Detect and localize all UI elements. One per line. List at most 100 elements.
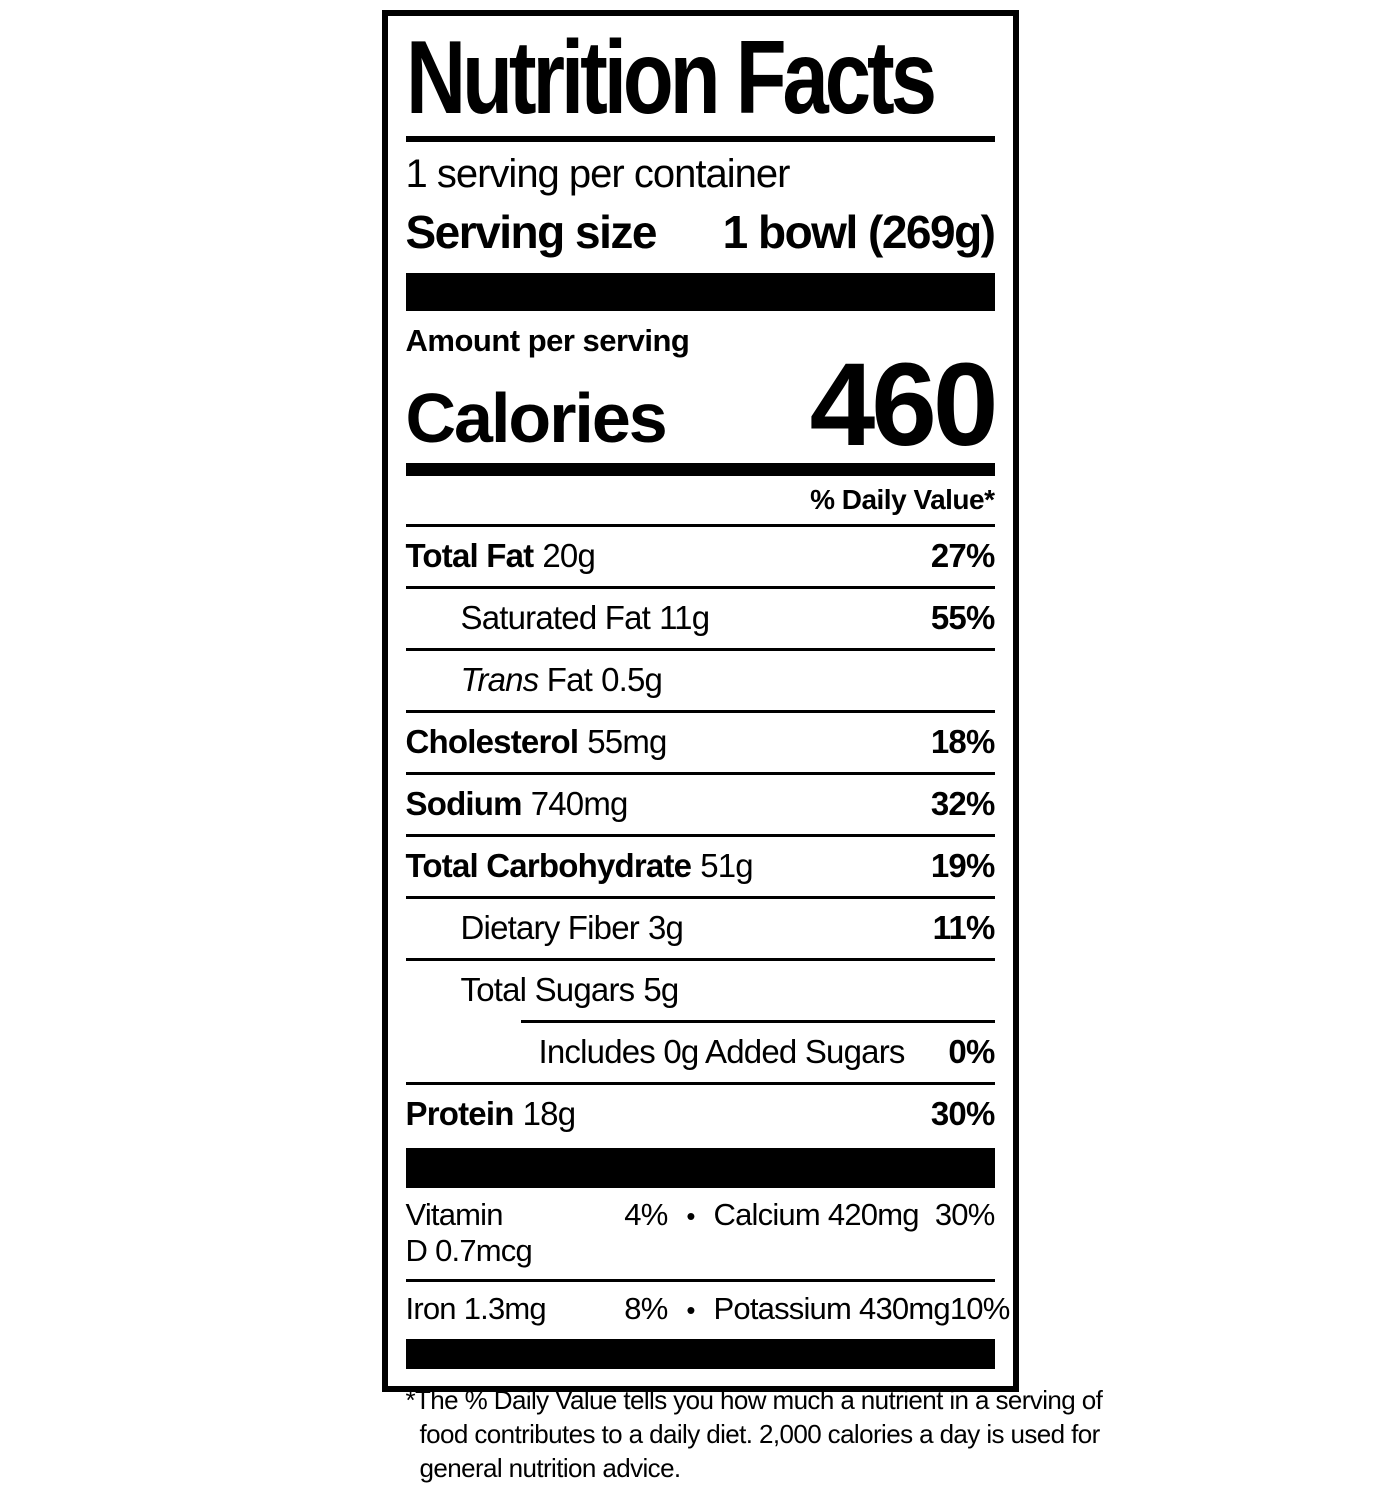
row-rule [405,772,995,776]
nutrient-amount: 20g [542,537,596,575]
nutrient-name-text: Fat [538,661,593,699]
bullet-separator-icon: • [686,1201,695,1232]
nutrient-row-trans-fat: Trans Fat 0.5g [406,651,995,710]
nutrient-amount: 51g [700,847,753,885]
micronutrient-cell-vitamin-d: Vitamin D 0.7mcg 4% [406,1197,669,1269]
nutrient-name-text: Cholesterol [405,723,580,761]
row-rule [405,586,995,590]
nutrient-name-text: Includes 0g Added Sugars [538,1033,906,1071]
thick-divider-bar [405,1339,995,1370]
micronutrient-name: Iron 1.3mg [405,1291,547,1327]
micronutrient-amount: 0.7mcg [435,1233,533,1269]
micronutrient-cell-calcium: Calcium 420mg 30% [713,1197,996,1233]
nutrient-dv: 27% [930,537,995,575]
row-rule [405,1082,995,1086]
nutrient-dv: 55% [930,599,995,637]
row-rule [405,524,995,528]
nutrient-name: Trans Fat 0.5g [461,661,663,699]
nutrient-name: Sodium 740mg [405,785,629,823]
calories-divider-bar [405,463,995,477]
serving-size-value: 1 bowl (269g) [722,206,996,258]
nutrient-row-total-carbohydrate: Total Carbohydrate 51g 19% [405,837,996,896]
thick-divider-bar [405,1148,995,1189]
row-rule [405,1279,995,1283]
micronutrient-cell-iron: Iron 1.3mg 8% [405,1291,669,1327]
micronutrient-name: Calcium 420mg [713,1197,920,1233]
row-rule-partial [520,1020,995,1024]
thick-divider-bar [405,273,995,311]
micronutrient-name-text: Vitamin D [405,1197,504,1269]
micronutrient-amount: 420mg [827,1197,920,1233]
nutrient-row-protein: Protein 18g 30% [405,1085,996,1144]
micronutrient-amount: 430mg [859,1291,951,1327]
nutrient-row-cholesterol: Cholesterol 55mg 18% [405,713,996,772]
micronutrient-row-2: Iron 1.3mg 8% • Potassium 430mg 10% [405,1282,1011,1337]
nutrient-amount: 11g [659,599,710,637]
nutrition-facts-label: Nutrition Facts 1 serving per container … [381,10,1103,1483]
micronutrient-dv: 30% [934,1197,995,1233]
nutrient-amount: 55mg [587,723,667,761]
nutrient-row-added-sugars: Includes 0g Added Sugars 0% [406,1023,996,1082]
micronutrient-amount: 1.3mg [463,1291,547,1327]
micronutrient-name-text: Iron [405,1291,457,1327]
nutrient-dv: 18% [930,723,995,761]
nutrient-name: Saturated Fat 11g [460,599,711,637]
row-rule [405,648,995,652]
micronutrient-name: Potassium 430mg [713,1291,951,1327]
nutrient-name-text: Protein [405,1095,515,1133]
nutrient-amount: 18g [522,1095,576,1133]
nutrient-dv: 32% [930,785,995,823]
calories-value: 460 [809,339,999,471]
micronutrient-dv: 8% [624,1291,668,1327]
row-rule [405,710,995,714]
nutrient-row-total-fat: Total Fat 20g 27% [406,527,996,586]
bullet-separator-icon: • [686,1295,695,1326]
footnote-line: *The % Daily Value tells you how much a … [405,1385,1103,1416]
nutrient-name-text: Total Carbohydrate [405,847,693,885]
serving-size-label: Serving size [405,206,658,258]
calories-label: Calories [405,378,668,457]
nutrient-name-text: Total Fat [405,537,535,575]
nutrient-amount: 740mg [530,785,629,823]
nutrient-dv: 30% [930,1095,995,1133]
calories-row: Calories 460 [405,339,999,471]
micronutrient-cell-potassium: Potassium 430mg 10% [713,1291,1011,1327]
amount-per-serving-label: Amount per serving [405,323,690,358]
micronutrient-dv: 4% [624,1197,668,1233]
nutrient-name-text: Total Sugars [460,971,636,1009]
micronutrient-dv: 10% [949,1291,1010,1327]
nutrient-name-text: Sodium [405,785,523,823]
nutrient-name-text: Saturated Fat [460,599,651,637]
row-rule [405,958,995,962]
footnote-line: food contributes to a daily diet. 2,000 … [419,1419,1101,1450]
nutrient-name: Dietary Fiber 3g [461,909,684,947]
nutrient-name-text: Dietary Fiber [460,909,640,947]
nutrient-row-saturated-fat: Saturated Fat 11g 55% [406,589,996,648]
serving-size-row: Serving size 1 bowl (269g) [405,199,996,267]
nutrient-dv: 11% [932,909,996,947]
micronutrient-name-text: Calcium [713,1197,821,1233]
footnote: *The % Daily Value tells you how much a … [405,1383,1103,1485]
micronutrient-name: Vitamin D 0.7mcg [406,1197,625,1269]
nutrient-amount: 5g [643,971,679,1009]
micronutrient-name-text: Potassium [713,1291,852,1327]
nutrient-name: Total Fat 20g [406,537,596,575]
nutrient-name: Cholesterol 55mg [405,723,668,761]
nutrient-row-dietary-fiber: Dietary Fiber 3g 11% [406,899,996,958]
nutrient-row-sodium: Sodium 740mg 32% [405,775,996,834]
nutrient-amount: 0.5g [601,661,663,699]
nutrient-dv: 0% [948,1033,995,1071]
title-rule [405,136,995,142]
nutrient-dv: 19% [930,847,995,885]
nutrient-name: Includes 0g Added Sugars [538,1033,906,1071]
nutrient-row-total-sugars: Total Sugars 5g [406,961,995,1020]
nutrient-name: Total Carbohydrate 51g [405,847,754,885]
nutrient-name-italic: Trans [460,661,540,699]
micronutrient-row-1: Vitamin D 0.7mcg 4% • Calcium 420mg 30% [406,1188,996,1279]
row-rule [405,896,995,900]
daily-value-header: % Daily Value* [810,484,995,516]
nutrient-name: Total Sugars 5g [460,971,680,1009]
nutrient-amount: 3g [647,909,684,947]
page: Nutrition Facts 1 serving per container … [381,10,1103,1483]
footnote-line: general nutrition advice. [419,1453,682,1484]
